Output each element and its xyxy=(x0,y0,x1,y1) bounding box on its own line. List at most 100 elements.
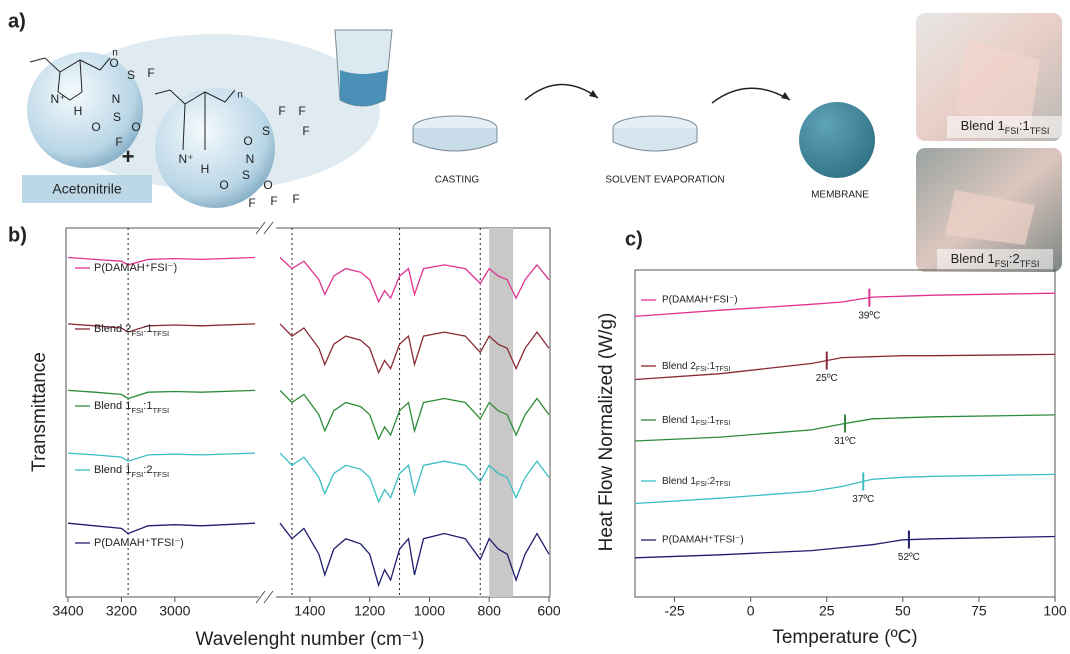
tg-label: 39ºC xyxy=(858,310,880,321)
solvent-box xyxy=(22,175,152,203)
legend-label: P(DAMAH⁺FSI⁻) xyxy=(662,295,738,306)
atom-label: N xyxy=(246,152,255,166)
x-tick-label: 600 xyxy=(537,603,561,619)
arrow xyxy=(524,83,599,101)
atom-label: F xyxy=(248,196,255,210)
x-axis-title: Wavelenght number (cm⁻¹) xyxy=(196,629,425,650)
atom-label: F xyxy=(147,66,154,80)
molecule-bubble xyxy=(27,52,143,168)
x-tick-label: 1000 xyxy=(414,603,445,619)
panel-label: a) xyxy=(8,10,26,32)
arrow xyxy=(711,87,791,104)
atom-label: O xyxy=(263,178,272,192)
atom-label: N⁺ xyxy=(179,152,194,166)
legend-label: Blend 2FSI:1TFSI xyxy=(94,323,169,338)
tg-label: 37ºC xyxy=(852,494,874,505)
atom-label: N xyxy=(112,92,121,106)
arrow-head xyxy=(589,90,598,98)
legend-label: Blend 1FSI:2TFSI xyxy=(94,464,169,479)
atom-label: S xyxy=(127,68,135,82)
axis-break xyxy=(255,590,266,604)
molecule-bubble xyxy=(155,88,275,208)
atom-label: n xyxy=(112,48,118,59)
bond-lines xyxy=(154,89,236,151)
dsc-line xyxy=(634,292,1056,318)
atom-label: O xyxy=(109,56,118,70)
photo-label: Blend 1FSI:2TFSI xyxy=(951,251,1040,269)
axis-break xyxy=(263,221,274,235)
arrow-head xyxy=(781,92,790,100)
spectrum-line xyxy=(67,389,550,441)
atom-label: N⁺ xyxy=(51,92,66,106)
legend-label: Blend 1FSI:1TFSI xyxy=(94,400,169,415)
atom-label: H xyxy=(201,162,210,176)
x-axis-title: Temperature (ºC) xyxy=(772,627,917,648)
photo-label-bg xyxy=(947,116,1063,138)
atom-label: F xyxy=(302,124,309,138)
bond-lines xyxy=(29,57,111,101)
legend-label: P(DAMAH⁺FSI⁻) xyxy=(94,262,177,274)
dsc-line xyxy=(634,535,1056,559)
plus-sign: + xyxy=(122,144,135,169)
x-tick-label: 3400 xyxy=(52,603,83,619)
atom-label: F xyxy=(292,192,299,206)
legend-label: Blend 1FSI:2TFSI xyxy=(662,476,730,489)
spectrum-line xyxy=(67,256,550,304)
x-tick-label: 0 xyxy=(747,603,755,619)
atom-label: O xyxy=(91,120,100,134)
x-tick-label: 50 xyxy=(895,603,911,619)
dsc-line xyxy=(634,473,1056,505)
process-step: MEMBRANE xyxy=(811,190,869,201)
atom-label: S xyxy=(242,168,250,182)
axis-frame xyxy=(634,269,1056,598)
x-tick-label: 100 xyxy=(1043,603,1067,619)
atom-label: O xyxy=(243,134,252,148)
legend-label: P(DAMAH⁺TFSI⁻) xyxy=(662,535,744,546)
tg-label: 52ºC xyxy=(898,552,920,563)
atom-label: F xyxy=(278,104,285,118)
tg-label: 31ºC xyxy=(834,436,856,447)
atom-label: H xyxy=(74,104,83,118)
panel-label: b) xyxy=(8,224,27,246)
atom-label: F xyxy=(270,194,277,208)
atom-label: S xyxy=(262,124,270,138)
x-tick-label: 800 xyxy=(478,603,502,619)
atom-label: S xyxy=(113,110,121,124)
petri-dish xyxy=(612,128,698,152)
process-step: CASTING xyxy=(435,175,480,186)
spectrum-line xyxy=(67,323,550,375)
spectrum-line xyxy=(67,522,550,588)
petri-dish xyxy=(412,128,498,152)
atom-label: O xyxy=(131,120,140,134)
membrane-sphere xyxy=(799,102,875,178)
membrane-film xyxy=(955,40,1040,130)
photo-label-bg xyxy=(937,249,1053,271)
x-tick-label: 3000 xyxy=(159,603,190,619)
solvent-label: Acetonitrile xyxy=(52,181,121,197)
x-tick-label: 1400 xyxy=(294,603,325,619)
axis-break xyxy=(255,221,266,235)
panel-label: c) xyxy=(625,228,643,250)
legend-label: Blend 2FSI:1TFSI xyxy=(662,361,730,374)
legend-label: P(DAMAH⁺TFSI⁻) xyxy=(94,537,184,549)
atom-label: O xyxy=(219,178,228,192)
legend-label: Blend 1FSI:1TFSI xyxy=(662,415,730,428)
x-tick-label: 3200 xyxy=(106,603,137,619)
axis-break xyxy=(263,590,274,604)
x-tick-label: 1200 xyxy=(354,603,385,619)
dsc-line xyxy=(634,414,1056,442)
spectrum-line xyxy=(67,452,550,504)
membrane-film xyxy=(945,190,1035,245)
x-tick-label: 75 xyxy=(971,603,987,619)
atom-label: n xyxy=(237,90,243,101)
atom-label: F xyxy=(298,104,305,118)
y-axis-title: Transmittance xyxy=(29,352,50,472)
x-tick-label: 25 xyxy=(819,603,835,619)
dsc-line xyxy=(634,353,1056,381)
beaker-liquid xyxy=(340,70,388,106)
tg-label: 25ºC xyxy=(816,373,838,384)
atom-label: F xyxy=(115,135,122,149)
x-tick-label: -25 xyxy=(664,603,684,619)
process-step: SOLVENT EVAPORATION xyxy=(605,175,724,186)
